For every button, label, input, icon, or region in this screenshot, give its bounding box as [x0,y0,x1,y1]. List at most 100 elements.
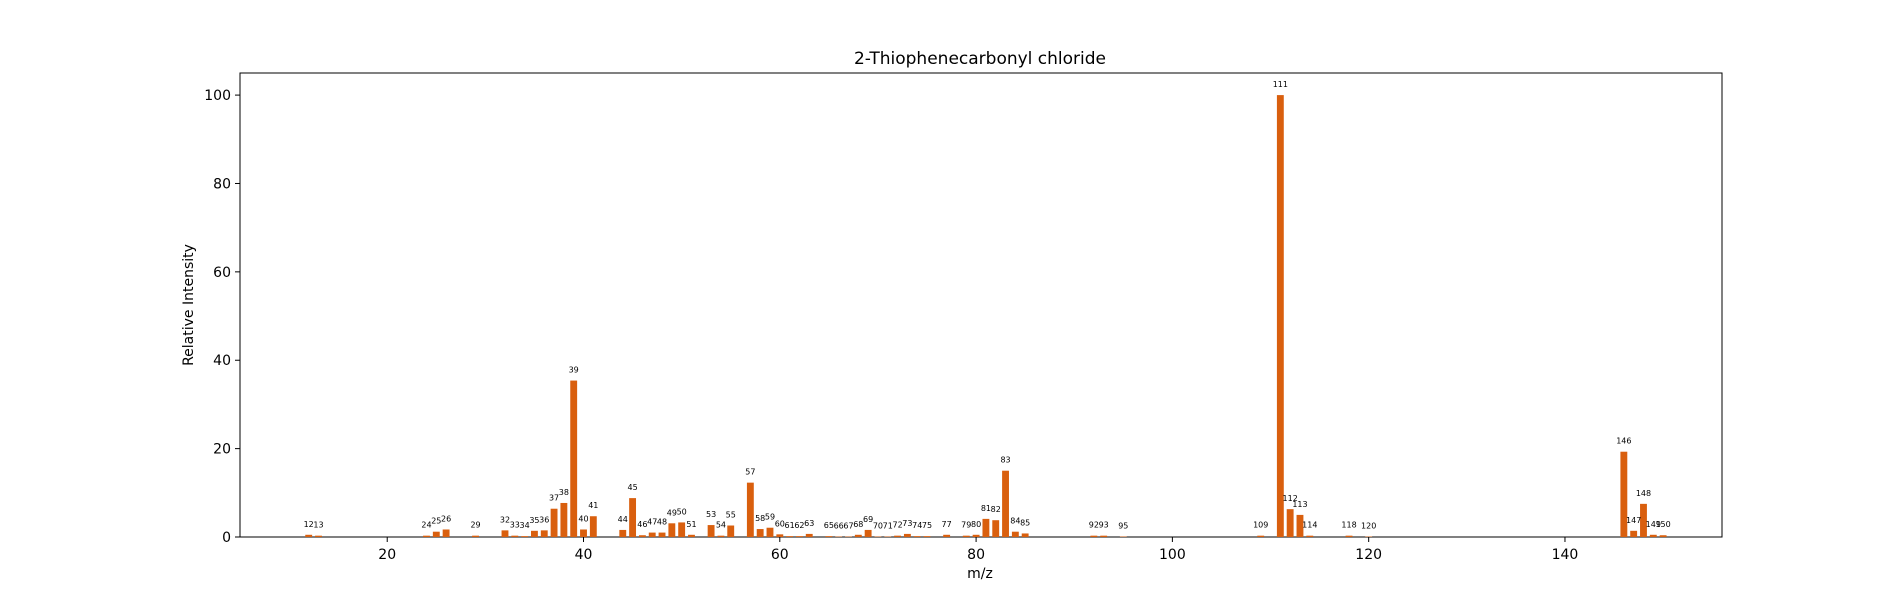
bar-mz-83 [1002,470,1009,537]
x-axis-label: m/z [967,566,993,582]
bar-mz-81 [982,518,990,537]
bar-mz-82 [992,520,1000,537]
bar-mz-73 [903,533,911,537]
peak-label-93: 93 [1099,521,1109,530]
peak-label-67: 67 [843,522,853,531]
peak-label-60: 60 [775,519,785,528]
peak-label-109: 109 [1253,521,1268,530]
peak-label-53: 53 [706,510,716,519]
bar-mz-24 [423,535,430,537]
bar-mz-36 [540,530,548,537]
peak-label-70: 70 [873,522,883,531]
bar-mz-93 [1100,535,1108,537]
bar-mz-113 [1296,514,1304,537]
bar-mz-35 [531,530,538,537]
peak-label-32: 32 [500,515,510,524]
peak-label-13: 13 [313,521,323,530]
peak-label-73: 73 [902,519,912,528]
peak-label-39: 39 [569,366,579,375]
peak-label-85: 85 [1020,518,1030,527]
peak-label-149: 149 [1646,520,1661,529]
peak-label-92: 92 [1089,521,1099,530]
peak-label-74: 74 [912,521,922,530]
peak-label-83: 83 [1000,456,1010,465]
bar-mz-49 [668,523,676,537]
peak-label-150: 150 [1655,520,1670,529]
bar-mz-80 [972,534,980,537]
peak-label-148: 148 [1636,489,1651,498]
chart-title: 2-Thiophenecarbonyl chloride [854,49,1106,69]
bar-mz-77 [943,534,951,537]
bar-mz-47 [648,532,656,537]
peak-label-111: 111 [1273,80,1288,89]
peak-label-41: 41 [588,501,598,510]
bar-mz-13 [315,535,322,537]
peak-label-146: 146 [1616,437,1631,446]
y-tick-label: 20 [213,442,231,458]
bar-mz-53 [707,525,715,537]
peak-label-36: 36 [539,515,549,524]
bar-mz-111 [1276,95,1284,537]
bar-mz-33 [511,535,519,537]
bar-mz-79 [962,535,970,537]
bar-mz-74 [913,536,921,537]
bar-mz-59 [766,527,774,537]
bar-mz-26 [442,529,450,537]
peak-label-81: 81 [981,504,991,513]
peak-label-71: 71 [883,522,893,531]
peak-label-55: 55 [726,511,736,520]
peak-label-35: 35 [529,516,539,525]
peak-label-84: 84 [1010,517,1020,526]
peak-label-114: 114 [1302,521,1317,530]
bar-series [305,95,1667,537]
peak-label-54: 54 [716,521,726,530]
peak-label-118: 118 [1341,521,1356,530]
y-tick-label: 40 [213,353,231,369]
bar-mz-85 [1021,533,1029,537]
y-tick-label: 80 [213,176,231,192]
bar-mz-114 [1306,535,1314,537]
peak-label-25: 25 [431,517,441,526]
y-tick-label: 60 [213,265,231,281]
bar-mz-60 [776,534,784,537]
peak-label-147: 147 [1626,516,1641,525]
bar-mz-12 [305,534,313,537]
bar-mz-92 [1090,535,1098,537]
peak-label-69: 69 [863,515,873,524]
peak-label-113: 113 [1292,500,1307,509]
y-tick-label: 100 [204,88,231,104]
peak-label-49: 49 [667,508,677,517]
x-tick-label: 100 [1159,547,1186,563]
x-tick-label: 120 [1355,547,1382,563]
bar-mz-109 [1257,535,1265,537]
peak-label-77: 77 [942,520,952,529]
peak-label-80: 80 [971,520,981,529]
bar-mz-54 [717,535,725,537]
peak-label-59: 59 [765,513,775,522]
x-tick-label: 80 [967,547,985,563]
y-axis: 0 20 40 60 80 100 [204,88,240,546]
bar-mz-44 [619,529,627,537]
peak-label-65: 65 [824,521,834,530]
bar-mz-39 [570,380,578,537]
y-axis-label: Relative Intensity [181,244,197,366]
bar-mz-58 [756,529,764,537]
peak-label-38: 38 [559,488,569,497]
plot-area [239,72,1723,538]
peak-label-68: 68 [853,520,863,529]
peak-label-44: 44 [618,515,628,524]
peak-label-66: 66 [834,522,844,531]
bar-mz-51 [688,534,695,537]
bar-mz-150 [1659,535,1667,537]
bar-mz-40 [580,529,587,537]
peak-label-51: 51 [686,520,696,529]
bar-mz-29 [472,535,479,537]
bar-mz-146 [1620,451,1628,537]
bar-mz-37 [550,508,558,537]
peak-label-50: 50 [677,507,687,516]
bar-mz-72 [894,535,902,537]
bar-mz-63 [805,533,813,537]
peak-label-12: 12 [304,520,314,529]
